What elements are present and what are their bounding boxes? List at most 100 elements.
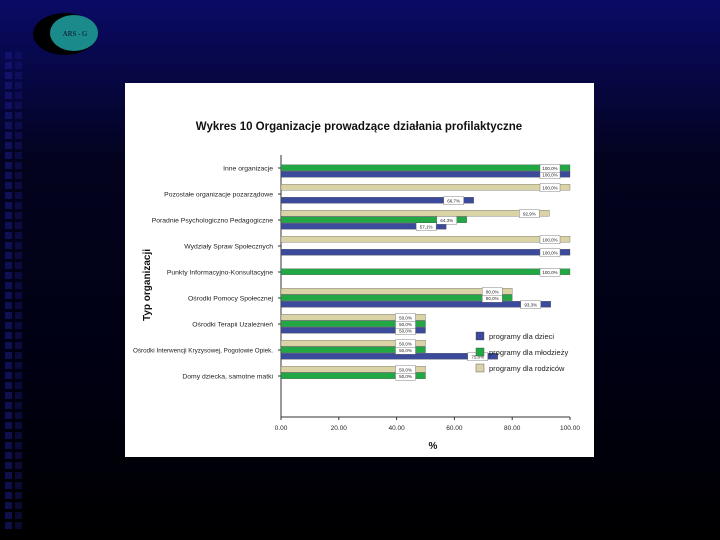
data-label: 100,0% <box>542 172 557 177</box>
bar <box>280 372 426 379</box>
decor-square <box>5 422 12 429</box>
decor-square <box>15 202 22 209</box>
decor-square <box>5 82 12 89</box>
category-label: Pozostałe organizacje pozarządowe <box>164 192 273 199</box>
decor-square <box>15 352 22 359</box>
decor-square <box>15 302 22 309</box>
x-tick-label: 40.00 <box>388 425 405 432</box>
decor-square <box>15 132 22 139</box>
decor-square <box>5 442 12 449</box>
decor-square <box>15 152 22 159</box>
decor-square <box>15 362 22 369</box>
decor-square <box>15 482 22 489</box>
decor-square <box>15 162 22 169</box>
decor-square <box>15 82 22 89</box>
x-tick-label: 80.00 <box>504 425 521 432</box>
data-label: 50,0% <box>399 374 412 379</box>
bar <box>280 353 498 360</box>
data-label: 92,9% <box>523 211 536 216</box>
bar <box>280 164 571 171</box>
decor-square <box>15 522 22 529</box>
data-label: 50,0% <box>399 328 412 333</box>
y-axis-label: Typ organizacji <box>142 249 153 321</box>
bar <box>280 314 426 321</box>
decor-square <box>5 332 12 339</box>
decor-square <box>15 242 22 249</box>
decor-square <box>5 482 12 489</box>
decor-square <box>15 72 22 79</box>
data-label-box <box>395 313 416 322</box>
bar <box>280 327 426 334</box>
decor-square <box>15 122 22 129</box>
logo-inner-ellipse <box>50 15 98 51</box>
decor-square <box>5 372 12 379</box>
data-label: 66,7% <box>447 198 460 203</box>
decor-square <box>5 162 12 169</box>
x-tick-label: 0.00 <box>275 425 288 432</box>
decor-square <box>5 172 12 179</box>
decor-square <box>5 272 12 279</box>
decor-square <box>15 412 22 419</box>
decor-square <box>5 262 12 269</box>
data-label: 100,0% <box>542 270 557 275</box>
decor-square <box>15 232 22 239</box>
bar <box>280 171 571 178</box>
decor-square <box>5 112 12 119</box>
decor-square <box>5 102 12 109</box>
decor-square <box>5 292 12 299</box>
bar <box>280 216 467 223</box>
category-label: Wydziały Spraw Społecznych <box>184 244 273 251</box>
data-label: 50,0% <box>399 315 412 320</box>
decor-square <box>15 402 22 409</box>
data-label: 100,0% <box>542 237 557 242</box>
data-label: 64,3% <box>440 218 453 223</box>
decor-square <box>15 292 22 299</box>
decor-square <box>5 62 12 69</box>
decorative-square-strip <box>5 52 22 529</box>
category-label: Ośrodki Pomocy Społecznej <box>188 296 273 303</box>
decor-square <box>5 222 12 229</box>
data-label: 50,0% <box>399 348 412 353</box>
x-tick-label: 60.00 <box>446 425 463 432</box>
bar <box>280 320 426 327</box>
decor-square <box>5 152 12 159</box>
legend-swatch <box>475 363 485 373</box>
data-label-box <box>395 339 416 348</box>
data-label-box <box>539 164 561 173</box>
decor-square <box>15 142 22 149</box>
data-label-box <box>539 248 561 257</box>
data-label: 80,0% <box>486 289 499 294</box>
decor-square <box>5 502 12 509</box>
decor-square <box>15 282 22 289</box>
decor-square <box>15 312 22 319</box>
category-label: Poradnie Psychologiczno Pedagogiczne <box>152 218 274 225</box>
decor-square <box>15 382 22 389</box>
bar <box>280 268 571 275</box>
x-tick-label: 100.00 <box>560 425 580 432</box>
bar <box>280 249 571 256</box>
chart-title: Wykres 10 Organizacje prowadzące działan… <box>196 121 522 133</box>
decor-square <box>5 302 12 309</box>
decor-square <box>15 432 22 439</box>
decor-square <box>5 402 12 409</box>
bar <box>280 346 426 353</box>
decor-square <box>5 412 12 419</box>
bar <box>280 294 513 301</box>
decor-square <box>5 382 12 389</box>
decor-square <box>5 432 12 439</box>
decor-square <box>5 352 12 359</box>
data-label: 50,0% <box>399 367 412 372</box>
data-label-box <box>539 235 561 244</box>
decor-square <box>15 372 22 379</box>
decor-square <box>5 492 12 499</box>
bar <box>280 210 550 217</box>
legend-entry: programy dla młodzieży <box>489 348 568 357</box>
decor-square <box>5 192 12 199</box>
data-label-box <box>520 300 541 309</box>
category-label: Domy dziecka, samotne matki <box>182 374 273 381</box>
bar <box>280 197 474 204</box>
decor-square <box>5 462 12 469</box>
x-tick-label: 20.00 <box>331 425 348 432</box>
bar <box>280 236 571 243</box>
category-label: Ośrodki Terapii Uzależnień <box>192 322 273 329</box>
